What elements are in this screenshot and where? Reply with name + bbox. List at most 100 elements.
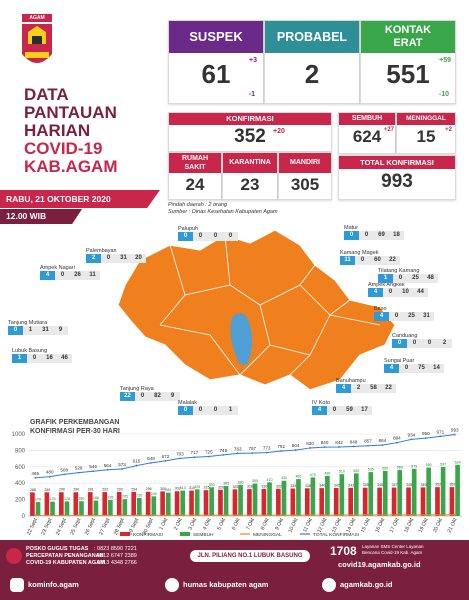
total-data-label: 573 (118, 462, 126, 467)
region-value: 14 (429, 364, 444, 373)
kontak-label-2: ERAT (393, 37, 423, 49)
x-tick-label: 14 Okt (345, 517, 357, 534)
bar-konfirmasi (131, 491, 136, 516)
y-tick-label: 400 (15, 481, 26, 487)
konfirmasi-data-label: 352 (449, 483, 455, 487)
meninggal-line-point (381, 514, 384, 516)
region-value: 82 (150, 392, 165, 401)
region-value: 1 (223, 406, 238, 415)
region-name: Tanjung Mutiara (8, 320, 48, 326)
bar-sembuh (35, 502, 41, 516)
time-banner: 12.00 WIB (0, 209, 82, 224)
bar-sembuh (64, 501, 70, 516)
probabel-value: 2 (304, 59, 320, 89)
legend-label: MENINGGAL (253, 532, 282, 538)
covid-site[interactable]: covid19.agamkab.go.id (338, 560, 421, 569)
meninggal-value: 15 (416, 127, 436, 146)
title-line-4: COVID-19 (24, 139, 103, 158)
region-value: 0 (208, 232, 223, 241)
x-tick-label: 21 Okt (447, 517, 459, 534)
agam-map (117, 229, 396, 391)
region-value: 4 (336, 384, 351, 393)
region-palembayan: Palembayan 2 0 31 20 (86, 248, 146, 263)
region-kamang-magek: Kamang Magek 11 0 60 22 (340, 250, 400, 265)
bar-konfirmasi (348, 487, 353, 516)
bar-konfirmasi (160, 491, 165, 516)
bar-sembuh (310, 477, 316, 516)
address-box: JLN. PILIANG NO.1 LUBUK BASUNG (190, 550, 310, 562)
konfirmasi-data-label: 320 (218, 485, 224, 489)
facebook-handle[interactable]: humas kabupaten agam (183, 580, 269, 589)
meninggal-line-point (338, 514, 340, 516)
bar-sembuh (296, 479, 301, 516)
x-tick-label: 8 Okt (260, 517, 271, 531)
date-banner: RABU, 21 OKTOBER 2020 (0, 190, 160, 208)
region-value: 31 (116, 254, 131, 263)
region-value: 22 (381, 384, 396, 393)
bar-sembuh (368, 472, 374, 516)
total-konfirmasi-line-point (453, 433, 456, 436)
bar-sembuh (382, 470, 388, 516)
region-malalak: Malalak 0 0 0 1 (178, 400, 238, 415)
konfirmasi-data-label: 349 (421, 483, 427, 487)
region-tilatang-kamang: Tilatang Kamang 1 0 25 48 (378, 268, 438, 283)
total-konfirmasi-line-point (135, 464, 138, 467)
total-data-label: 848 (350, 439, 358, 444)
y-tick-label: 800 (15, 448, 26, 454)
region-value: 4 (312, 406, 327, 415)
konfirmasi-data-label: 290 (73, 488, 79, 492)
rumah-sakit-label-2: SAKIT (184, 164, 206, 171)
total-data-label: 840 (321, 440, 329, 445)
region-value: 26 (70, 271, 85, 280)
footer: POSKO GUGUS TUGAS PERCEPATAN PENANGANAN … (0, 540, 469, 600)
sembuh-data-label: 550 (382, 466, 388, 470)
total-konfirmasi-line-point (77, 471, 80, 474)
region-value: 25 (404, 312, 419, 321)
x-tick-label: 24 Sept (55, 517, 68, 536)
date-text: RABU, 21 OKTOBER 2020 (6, 194, 111, 204)
instagram-handle[interactable]: kominfo.agam (28, 580, 79, 589)
region-tanjung-mutiara: Tanjung Mutiara 0 1 31 9 (8, 320, 68, 335)
sembuh-data-label: 240 (151, 492, 157, 496)
total-data-label: 717 (191, 450, 199, 455)
suspek-card: SUSPEK 61 +3 -1 (168, 20, 264, 104)
x-tick-label: 13 Okt (331, 517, 343, 534)
sembuh-data-label: 310 (180, 486, 186, 490)
konfirmasi-data-label: 345 (363, 483, 369, 487)
rumah-sakit-label-1: RUMAH (181, 155, 209, 162)
mandiri-value: 305 (290, 175, 320, 194)
total-data-label: 830 (306, 441, 314, 446)
bar-konfirmasi (333, 487, 339, 516)
address-text: JLN. PILIANG NO.1 LUBUK BASUNG (197, 553, 303, 559)
phone-2: : 0812 6747 2389 (94, 553, 137, 559)
total-data-label: 508 (60, 467, 68, 472)
meninggal-line-point (207, 514, 210, 517)
web-address[interactable]: agamkab.go.id (340, 580, 393, 589)
meninggal-label: MENINGGAL (397, 113, 455, 125)
total-data-label: 672 (162, 454, 170, 459)
region-lubuk-basung: Lubuk Basung 1 0 16 46 (12, 348, 72, 363)
rumah-sakit-card: RUMAH SAKIT 24 (168, 152, 222, 200)
map-region-shape (117, 229, 396, 391)
bar-sembuh (325, 475, 330, 516)
konfirmasi-data-label: 340 (319, 484, 325, 488)
total-konfirmasi-line-point (106, 468, 109, 471)
sembuh-data-label: 430 (281, 476, 287, 480)
meninggal-line-point (280, 514, 283, 516)
region-value: 0 (101, 254, 116, 263)
region-value: 75 (414, 364, 429, 373)
meninggal-line-point (265, 514, 268, 516)
title-line-2: PANTAUAN (24, 103, 117, 122)
region-value: 0 (355, 256, 370, 265)
progress-chart: 0 200 400 600 800 1000 288 170 465 22 Sept 289 175 4… (12, 428, 462, 538)
time-text: 12.00 WIB (6, 211, 47, 221)
bar-sembuh (194, 489, 200, 516)
total-data-label: 993 (451, 428, 459, 433)
region-value: 16 (42, 354, 57, 363)
region-value: 46 (57, 354, 72, 363)
konfirmasi-data-label: 332 (276, 484, 282, 488)
bar-sembuh (108, 500, 113, 516)
x-tick-label: 11 Okt (302, 517, 314, 534)
konfirmasi-data-label: 348 (406, 483, 412, 487)
chart-title-2: KONFIRMASI PER-30 HARI (30, 428, 120, 435)
